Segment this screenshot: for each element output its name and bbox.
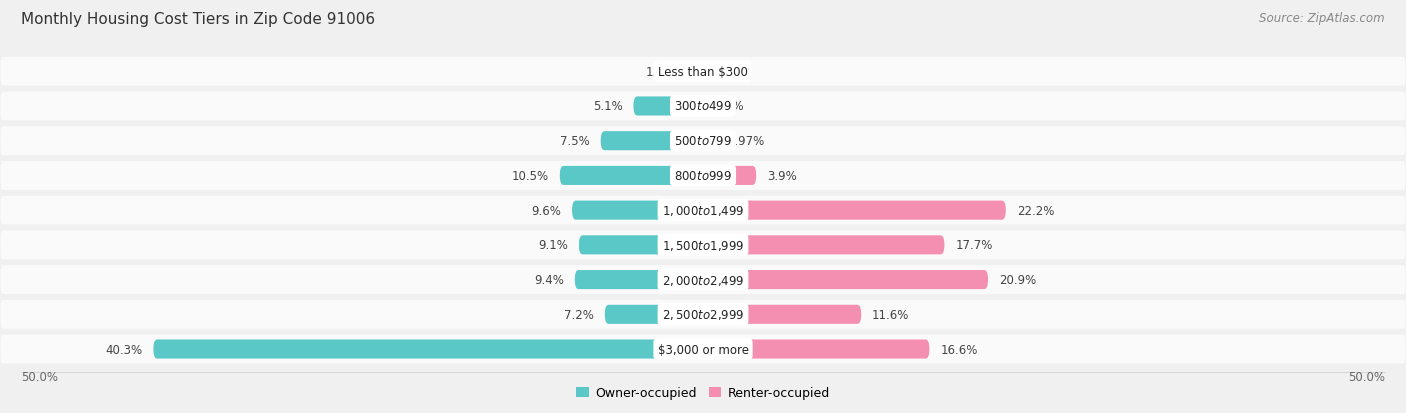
FancyBboxPatch shape (560, 166, 703, 185)
Text: 16.6%: 16.6% (941, 343, 977, 356)
Text: $2,000 to $2,499: $2,000 to $2,499 (662, 273, 744, 287)
FancyBboxPatch shape (703, 305, 862, 324)
Text: 0.0%: 0.0% (714, 66, 744, 78)
FancyBboxPatch shape (579, 236, 703, 255)
Text: 3.9%: 3.9% (768, 169, 797, 183)
Text: 10.5%: 10.5% (512, 169, 548, 183)
Text: $1,000 to $1,499: $1,000 to $1,499 (662, 204, 744, 218)
FancyBboxPatch shape (0, 127, 1406, 156)
Text: $2,500 to $2,999: $2,500 to $2,999 (662, 308, 744, 322)
FancyBboxPatch shape (703, 271, 988, 290)
Text: Less than $300: Less than $300 (658, 66, 748, 78)
Text: 50.0%: 50.0% (21, 370, 58, 383)
Text: 9.6%: 9.6% (531, 204, 561, 217)
Text: 17.7%: 17.7% (955, 239, 993, 252)
FancyBboxPatch shape (0, 266, 1406, 294)
Text: 0.0%: 0.0% (714, 100, 744, 113)
FancyBboxPatch shape (703, 132, 716, 151)
Text: 7.5%: 7.5% (560, 135, 589, 148)
FancyBboxPatch shape (605, 305, 703, 324)
Text: 20.9%: 20.9% (998, 273, 1036, 286)
Text: 11.6%: 11.6% (872, 308, 910, 321)
Text: 7.2%: 7.2% (564, 308, 593, 321)
FancyBboxPatch shape (634, 97, 703, 116)
Text: 9.4%: 9.4% (534, 273, 564, 286)
FancyBboxPatch shape (703, 236, 945, 255)
Text: 40.3%: 40.3% (105, 343, 142, 356)
FancyBboxPatch shape (0, 93, 1406, 121)
FancyBboxPatch shape (0, 196, 1406, 225)
FancyBboxPatch shape (575, 271, 703, 290)
Text: 5.1%: 5.1% (593, 100, 623, 113)
FancyBboxPatch shape (686, 62, 703, 82)
Text: Source: ZipAtlas.com: Source: ZipAtlas.com (1260, 12, 1385, 25)
FancyBboxPatch shape (703, 201, 1005, 220)
Text: $800 to $999: $800 to $999 (673, 169, 733, 183)
FancyBboxPatch shape (0, 231, 1406, 260)
Text: $3,000 or more: $3,000 or more (658, 343, 748, 356)
Text: 22.2%: 22.2% (1017, 204, 1054, 217)
FancyBboxPatch shape (153, 339, 703, 359)
Text: 50.0%: 50.0% (1348, 370, 1385, 383)
Text: Monthly Housing Cost Tiers in Zip Code 91006: Monthly Housing Cost Tiers in Zip Code 9… (21, 12, 375, 27)
FancyBboxPatch shape (0, 161, 1406, 190)
Text: 0.97%: 0.97% (727, 135, 765, 148)
Text: $1,500 to $1,999: $1,500 to $1,999 (662, 238, 744, 252)
Text: 9.1%: 9.1% (538, 239, 568, 252)
Text: 1.2%: 1.2% (645, 66, 676, 78)
FancyBboxPatch shape (0, 58, 1406, 86)
FancyBboxPatch shape (600, 132, 703, 151)
Text: $500 to $799: $500 to $799 (673, 135, 733, 148)
FancyBboxPatch shape (0, 335, 1406, 363)
Legend: Owner-occupied, Renter-occupied: Owner-occupied, Renter-occupied (571, 381, 835, 404)
Text: $300 to $499: $300 to $499 (673, 100, 733, 113)
FancyBboxPatch shape (703, 339, 929, 359)
FancyBboxPatch shape (703, 166, 756, 185)
FancyBboxPatch shape (572, 201, 703, 220)
FancyBboxPatch shape (0, 300, 1406, 329)
